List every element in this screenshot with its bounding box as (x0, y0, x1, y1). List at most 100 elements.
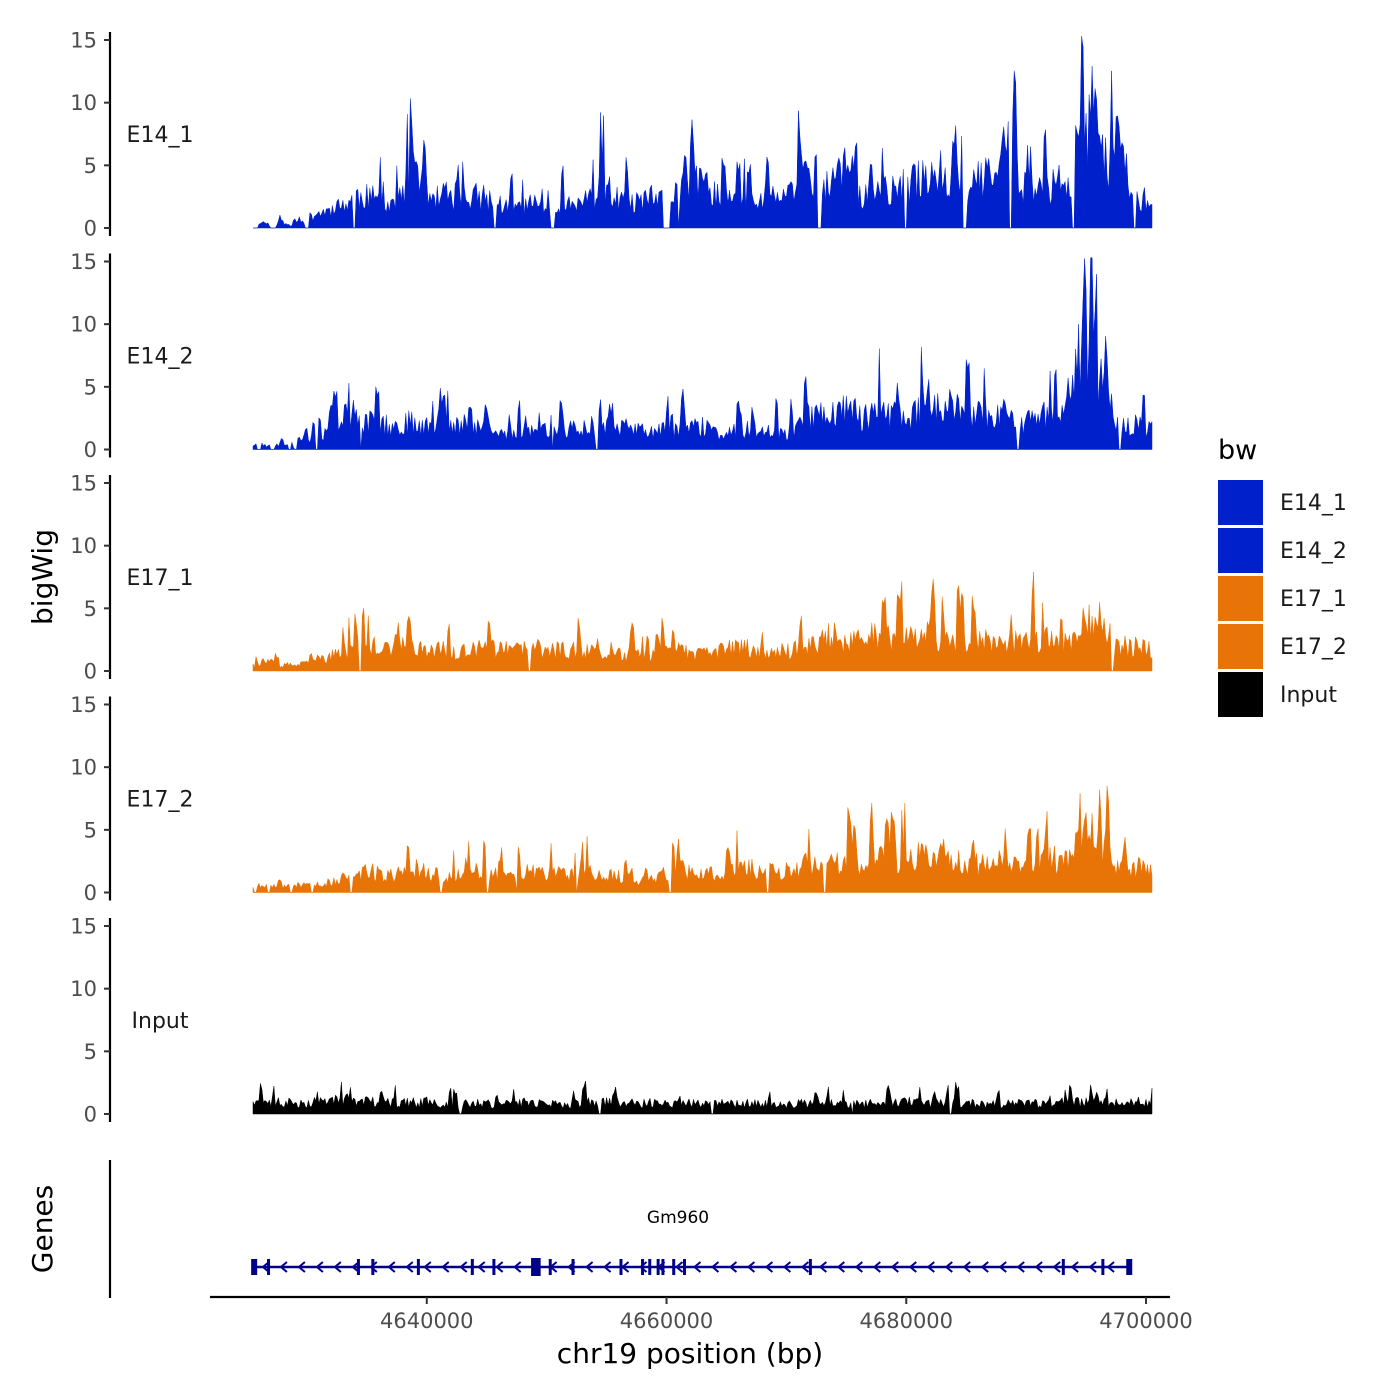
strand-arrow (279, 1261, 288, 1273)
strand-arrow (441, 1261, 450, 1273)
track-label: E14_1 (127, 123, 194, 148)
gene-end-cap (251, 1259, 258, 1275)
strand-arrow (998, 1261, 1007, 1273)
strand-arrow (531, 1261, 540, 1273)
strand-arrow (782, 1261, 792, 1273)
y-axis-title: bigWig (26, 529, 59, 625)
strand-arrow (656, 1261, 666, 1273)
gene-exon (619, 1259, 623, 1275)
strand-arrow (567, 1261, 576, 1273)
x-tick-label: 4700000 (1099, 1309, 1193, 1333)
legend-label: E14_2 (1280, 539, 1347, 564)
x-axis: 4640000 4660000 4680000 4700000 chr19 posit… (210, 1295, 1193, 1370)
y-tick-label: 0 (84, 1103, 97, 1127)
strand-arrow (315, 1261, 324, 1273)
strand-arrow (1034, 1261, 1043, 1273)
gene-exon (356, 1259, 360, 1275)
gene-model (251, 1258, 1133, 1276)
strand-arrow (549, 1261, 558, 1273)
gene-exon (641, 1259, 645, 1275)
legend-label: E17_1 (1280, 587, 1347, 612)
y-tick-label: 10 (70, 534, 97, 558)
strand-arrow (1106, 1261, 1115, 1273)
legend-swatch-E14_1 (1218, 480, 1263, 525)
strand-arrow (872, 1261, 881, 1273)
gene-exon (672, 1259, 676, 1275)
x-tick-label: 4660000 (620, 1309, 714, 1333)
y-tick-label: 15 (70, 29, 97, 53)
genes-panel: Genes Gm960 (26, 1160, 1133, 1298)
x-tick-label: 4640000 (380, 1309, 474, 1333)
strand-arrow (495, 1261, 504, 1273)
y-tick-label: 15 (70, 250, 97, 274)
y-tick-label: 0 (84, 217, 97, 241)
strand-arrow (297, 1261, 306, 1273)
y-tick-label: 0 (84, 660, 97, 684)
signal-area-Input (252, 1080, 1153, 1115)
track-E17_1: 0 5 10 15 E17_1 (70, 472, 1153, 684)
legend-swatch-E14_2 (1218, 528, 1263, 573)
track-E14_1: 0 5 10 15 E14_1 (70, 29, 1153, 241)
legend-swatch-E17_1 (1218, 576, 1263, 621)
gene-exon (470, 1259, 474, 1275)
y-tick-label: 10 (70, 91, 97, 115)
strand-arrow (962, 1261, 971, 1273)
strand-arrow (746, 1261, 756, 1273)
strand-arrow (585, 1261, 594, 1273)
strand-arrow (459, 1261, 468, 1273)
y-tick-label: 10 (70, 756, 97, 780)
legend-swatch-Input (1218, 672, 1263, 717)
track-label: E17_2 (127, 788, 194, 813)
y-tick-label: 10 (70, 977, 97, 1001)
strand-arrow (1088, 1261, 1097, 1273)
strand-arrow (405, 1261, 414, 1273)
track-label: E17_1 (127, 566, 194, 591)
track-E17_2: 0 5 10 15 E17_2 (70, 693, 1153, 905)
track-Input: 0 5 10 15 Input (70, 915, 1153, 1127)
strand-arrow (477, 1261, 486, 1273)
strand-arrow (944, 1261, 953, 1273)
strand-arrow (674, 1261, 684, 1273)
y-tick-label: 5 (84, 375, 97, 399)
gene-exon (416, 1259, 420, 1275)
legend-label: Input (1280, 683, 1337, 708)
gene-exon (571, 1259, 575, 1275)
y-tick-label: 5 (84, 1040, 97, 1064)
gene-exon (808, 1259, 812, 1275)
strand-arrow (818, 1261, 828, 1273)
legend-swatch-E17_2 (1218, 624, 1263, 669)
y-tick-label: 0 (84, 438, 97, 462)
legend-label: E14_1 (1280, 491, 1347, 516)
strand-arrow (728, 1261, 738, 1273)
strand-arrow (333, 1261, 342, 1273)
strand-arrow (854, 1261, 863, 1273)
signal-area-E14_1 (253, 36, 1153, 229)
strand-arrow (261, 1261, 270, 1273)
legend-title: bw (1218, 435, 1257, 466)
legend-items: E14_1 E14_2 E17_1 E17_2 Input (1218, 480, 1347, 717)
strand-arrow (603, 1261, 612, 1273)
strand-arrow (890, 1261, 899, 1273)
strand-arrow (1070, 1261, 1079, 1273)
y-tick-label: 15 (70, 915, 97, 939)
strand-arrow (423, 1261, 432, 1273)
strand-arrow (1016, 1261, 1025, 1273)
strand-arrow (764, 1261, 774, 1273)
gene-exon (267, 1259, 271, 1275)
legend-label: E17_2 (1280, 635, 1347, 660)
strand-arrow (980, 1261, 989, 1273)
signal-area-E17_1 (252, 571, 1153, 672)
strand-arrow (908, 1261, 917, 1273)
x-ticks: 4640000 4660000 4680000 4700000 (380, 1297, 1193, 1333)
gene-exon (1061, 1259, 1065, 1275)
strand-arrow (387, 1261, 396, 1273)
strand-arrow (800, 1261, 810, 1273)
gene-exon-block (531, 1258, 541, 1276)
x-axis-title: chr19 position (bp) (557, 1337, 823, 1370)
strand-arrow (926, 1261, 935, 1273)
track-E14_2: 0 5 10 15 E14_2 (70, 250, 1153, 462)
strand-arrow (836, 1261, 845, 1273)
track-panels: 0 5 10 15 E14_1 0 5 10 15 E14_2 0 5 10 15 E17_1 0 5 10 15 E… (70, 29, 1153, 1127)
gene-exon (683, 1259, 687, 1275)
